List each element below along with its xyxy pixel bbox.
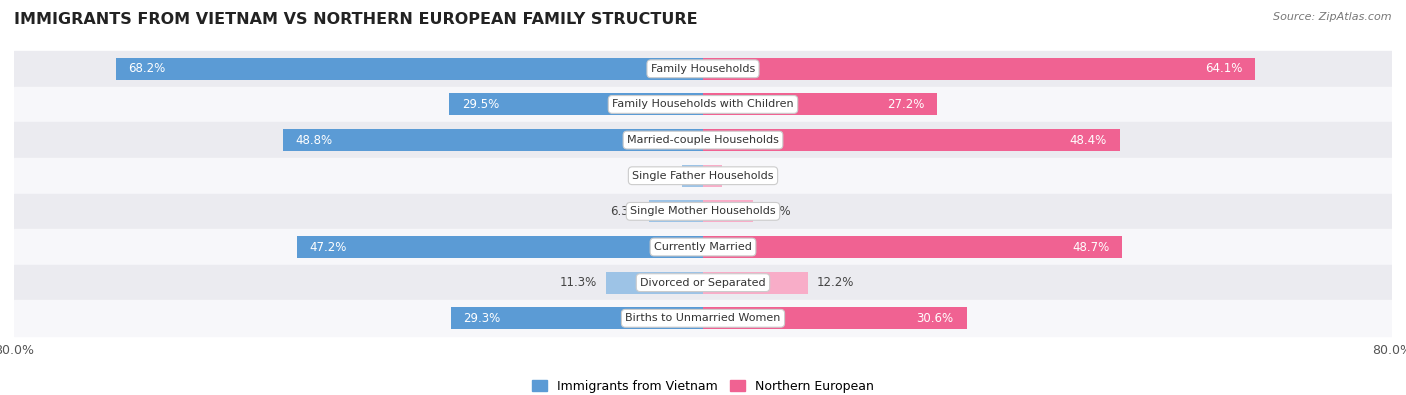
Text: Currently Married: Currently Married bbox=[654, 242, 752, 252]
Text: 6.3%: 6.3% bbox=[610, 205, 640, 218]
Text: 48.4%: 48.4% bbox=[1070, 134, 1107, 147]
Bar bbox=[14, 87, 1392, 122]
Bar bbox=[449, 93, 703, 115]
Text: 64.1%: 64.1% bbox=[1205, 62, 1241, 75]
Text: 12.2%: 12.2% bbox=[817, 276, 853, 289]
Bar bbox=[283, 129, 703, 151]
Bar bbox=[703, 236, 1122, 258]
Text: 48.7%: 48.7% bbox=[1073, 241, 1109, 254]
Text: Births to Unmarried Women: Births to Unmarried Women bbox=[626, 313, 780, 324]
Bar bbox=[682, 165, 703, 187]
Text: Family Households: Family Households bbox=[651, 64, 755, 74]
Bar bbox=[648, 200, 703, 222]
Bar bbox=[703, 58, 1256, 80]
Text: Single Father Households: Single Father Households bbox=[633, 171, 773, 181]
Bar bbox=[14, 122, 1392, 158]
Text: 2.2%: 2.2% bbox=[731, 169, 761, 182]
Text: Single Mother Households: Single Mother Households bbox=[630, 206, 776, 216]
Text: 48.8%: 48.8% bbox=[295, 134, 333, 147]
Bar bbox=[14, 194, 1392, 229]
Bar bbox=[14, 301, 1392, 336]
Bar bbox=[703, 93, 938, 115]
Text: 30.6%: 30.6% bbox=[917, 312, 953, 325]
Text: Family Households with Children: Family Households with Children bbox=[612, 100, 794, 109]
Bar bbox=[14, 158, 1392, 194]
Bar bbox=[14, 229, 1392, 265]
Bar bbox=[703, 200, 754, 222]
Text: Married-couple Households: Married-couple Households bbox=[627, 135, 779, 145]
Text: 5.8%: 5.8% bbox=[762, 205, 792, 218]
Text: IMMIGRANTS FROM VIETNAM VS NORTHERN EUROPEAN FAMILY STRUCTURE: IMMIGRANTS FROM VIETNAM VS NORTHERN EURO… bbox=[14, 12, 697, 27]
Text: 47.2%: 47.2% bbox=[309, 241, 347, 254]
Bar bbox=[703, 165, 721, 187]
Bar bbox=[14, 265, 1392, 301]
Text: 68.2%: 68.2% bbox=[128, 62, 166, 75]
Text: Source: ZipAtlas.com: Source: ZipAtlas.com bbox=[1274, 12, 1392, 22]
Bar bbox=[14, 51, 1392, 87]
Bar bbox=[703, 272, 808, 294]
Bar bbox=[451, 307, 703, 329]
Bar bbox=[297, 236, 703, 258]
Bar bbox=[703, 129, 1119, 151]
Text: 29.5%: 29.5% bbox=[461, 98, 499, 111]
Bar bbox=[115, 58, 703, 80]
Bar bbox=[703, 307, 966, 329]
Text: 27.2%: 27.2% bbox=[887, 98, 924, 111]
Bar bbox=[606, 272, 703, 294]
Legend: Immigrants from Vietnam, Northern European: Immigrants from Vietnam, Northern Europe… bbox=[527, 375, 879, 395]
Text: 2.4%: 2.4% bbox=[644, 169, 673, 182]
Text: Divorced or Separated: Divorced or Separated bbox=[640, 278, 766, 288]
Text: 11.3%: 11.3% bbox=[560, 276, 598, 289]
Text: 29.3%: 29.3% bbox=[464, 312, 501, 325]
